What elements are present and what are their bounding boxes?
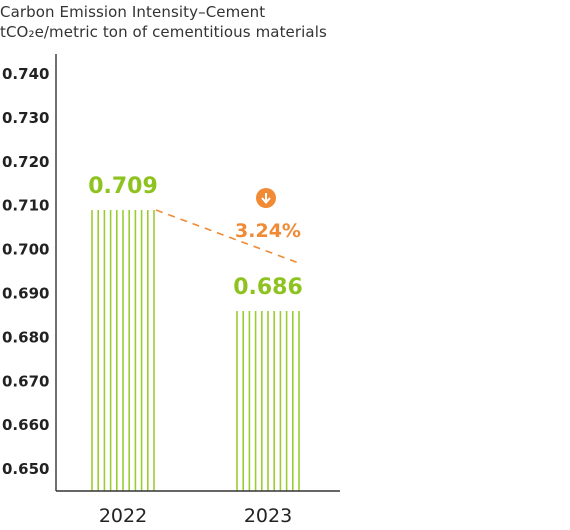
chart-title: Carbon Emission Intensity–Cement — [0, 3, 266, 21]
x-tick-label: 2022 — [99, 505, 147, 527]
chart-unit-label: tCO₂e/metric ton of cementitious materia… — [0, 23, 327, 41]
chart-header: Carbon Emission Intensity–Cement tCO₂e/m… — [0, 2, 380, 42]
axes — [55, 54, 340, 492]
change-percent-label: 3.24% — [235, 220, 301, 242]
trend-annotation: 3.24% — [155, 188, 301, 264]
bar — [91, 210, 155, 491]
y-tick-label: 0.650 — [2, 460, 49, 478]
bar-value-label: 0.709 — [88, 174, 158, 199]
y-tick-label: 0.740 — [2, 65, 49, 83]
y-tick-label: 0.680 — [2, 328, 49, 346]
bar-value-label: 0.686 — [233, 275, 303, 300]
y-tick-label: 0.730 — [2, 109, 49, 127]
bars: 0.709 0.686 — [88, 174, 303, 491]
x-axis-ticks: 2022 2023 — [99, 505, 292, 527]
y-tick-label: 0.690 — [2, 284, 49, 302]
y-axis-ticks: 0.650 0.660 0.670 0.680 0.690 0.700 0.710 0.720… — [2, 65, 49, 478]
down-arrow-circle-icon — [256, 188, 276, 208]
y-tick-label: 0.700 — [2, 241, 49, 259]
y-tick-label: 0.660 — [2, 416, 49, 434]
y-tick-label: 0.710 — [2, 197, 49, 215]
y-tick-label: 0.670 — [2, 372, 49, 390]
bar — [236, 311, 300, 491]
y-tick-label: 0.720 — [2, 153, 49, 171]
x-tick-label: 2023 — [244, 505, 292, 527]
